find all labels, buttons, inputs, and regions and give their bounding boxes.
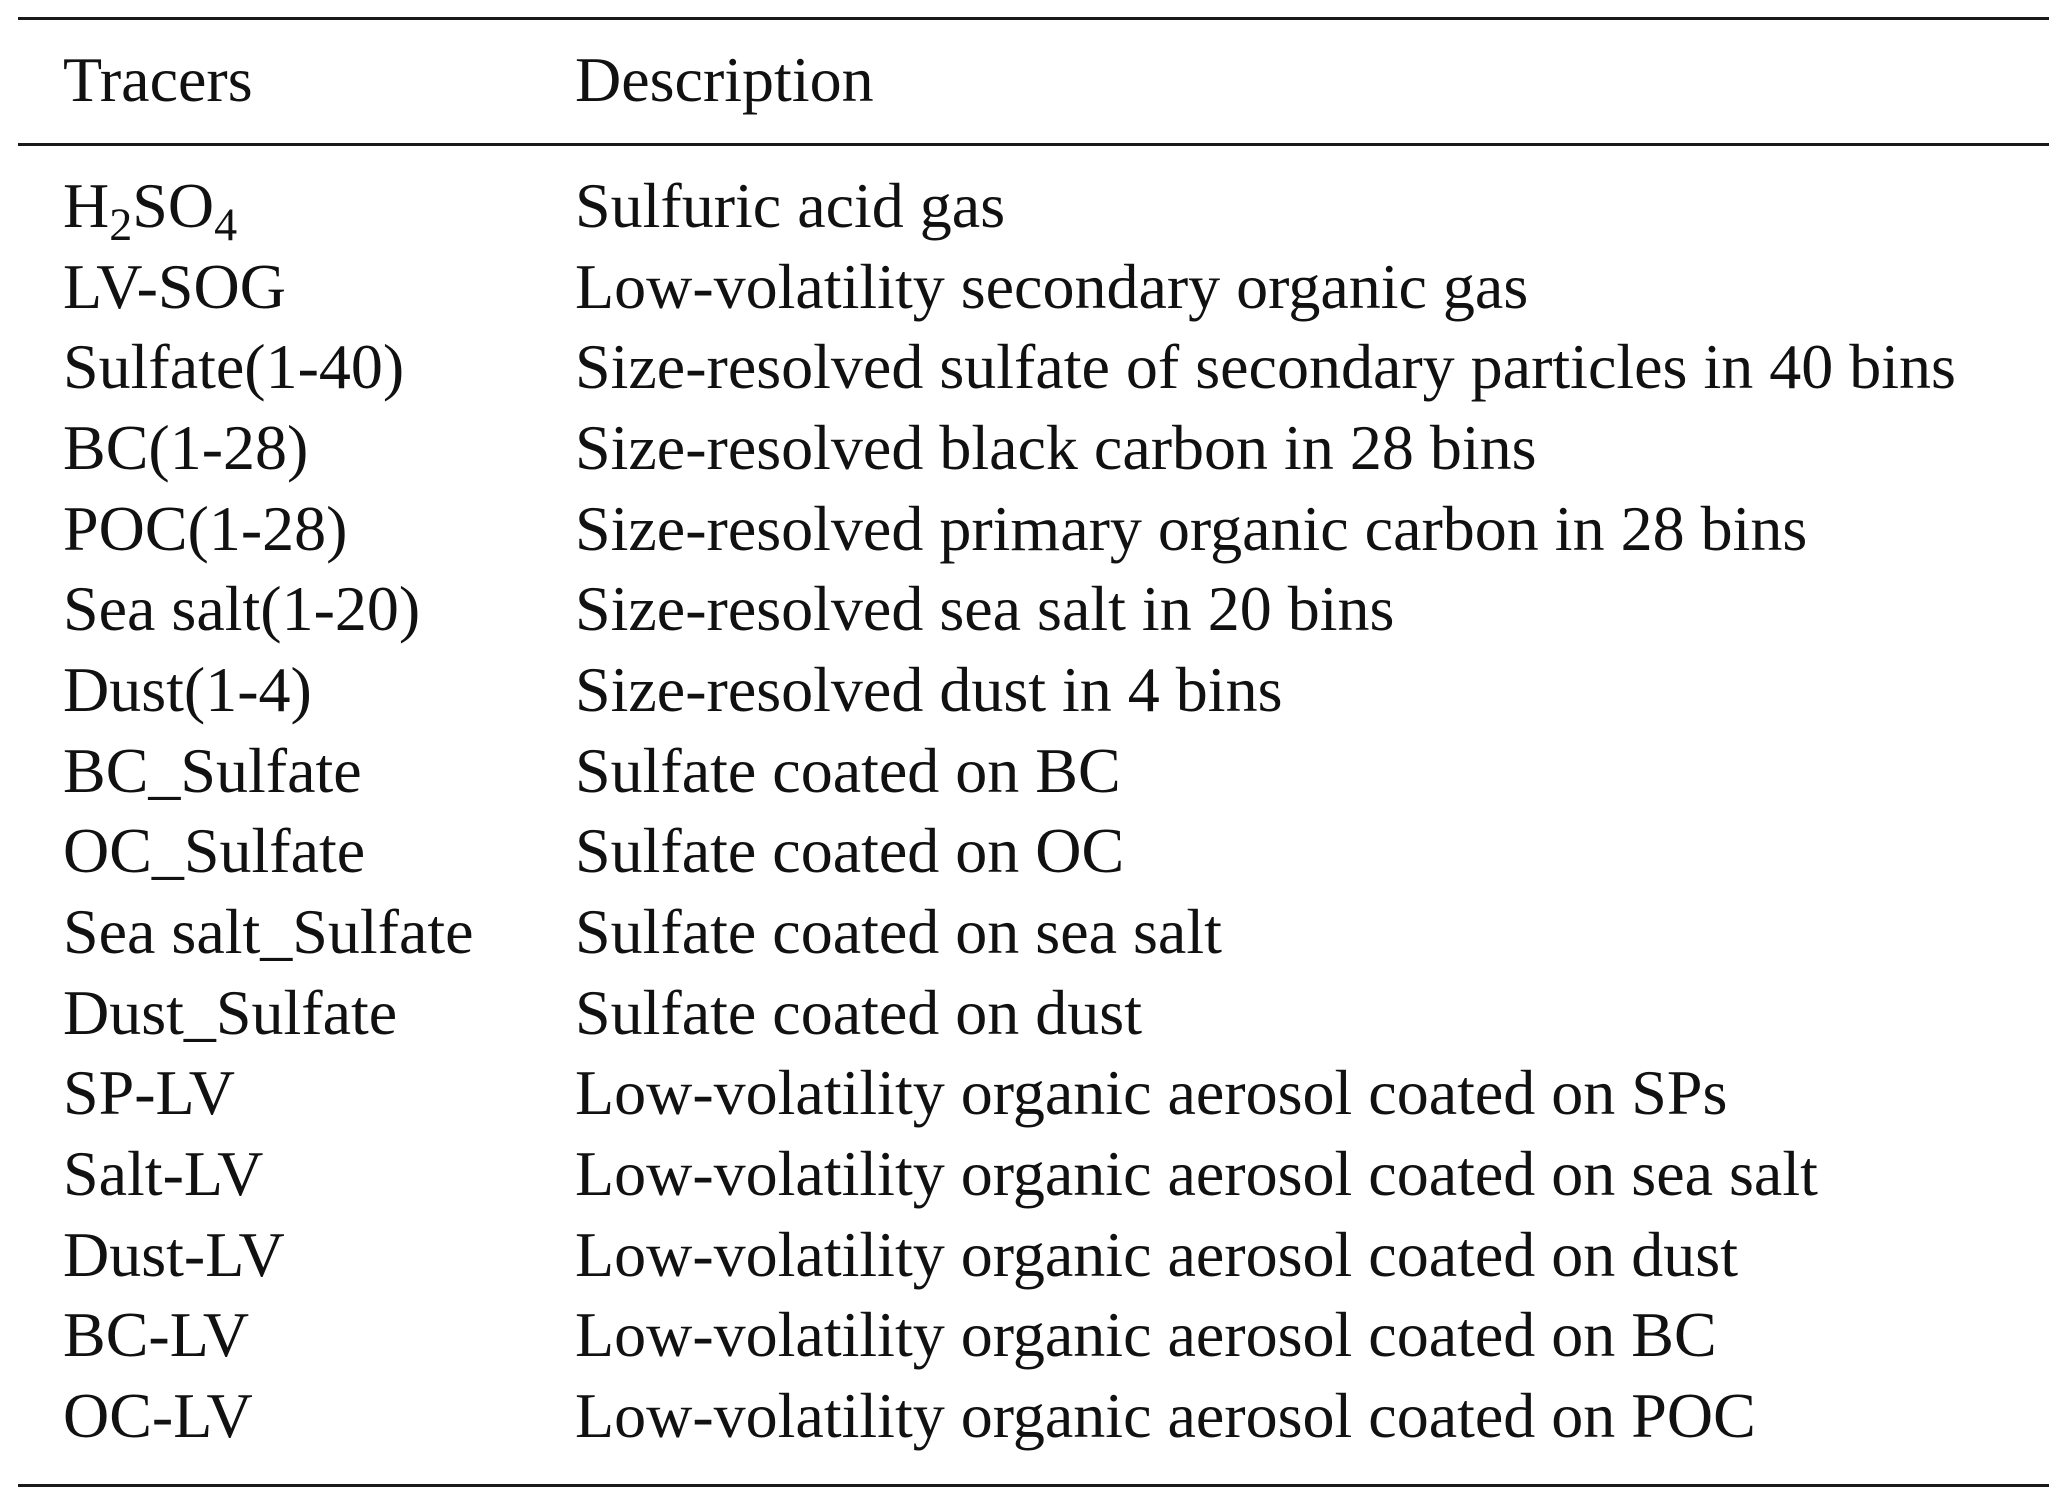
header-rule xyxy=(18,143,2049,146)
description-cell: Size-resolved primary organic carbon in … xyxy=(575,493,1808,564)
column-header-tracers: Tracers xyxy=(63,44,253,115)
description-cell: Low-volatility organic aerosol coated on… xyxy=(575,1057,1728,1128)
tracer-cell: H2SO4 xyxy=(63,170,238,250)
tracer-cell: OC-LV xyxy=(63,1380,253,1451)
tracer-cell: Dust_Sulfate xyxy=(63,977,398,1048)
description-cell: Low-volatility organic aerosol coated on… xyxy=(575,1380,1756,1451)
description-cell: Sulfate coated on dust xyxy=(575,977,1142,1048)
tracer-cell: OC_Sulfate xyxy=(63,815,366,886)
tracer-cell: Dust-LV xyxy=(63,1219,285,1290)
description-cell: Sulfate coated on BC xyxy=(575,735,1121,806)
tracer-cell: LV-SOG xyxy=(63,251,286,322)
tracer-cell: Salt-LV xyxy=(63,1138,264,1209)
tracer-cell: BC(1-28) xyxy=(63,412,309,483)
description-cell: Size-resolved black carbon in 28 bins xyxy=(575,412,1537,483)
description-cell: Size-resolved sea salt in 20 bins xyxy=(575,573,1395,644)
description-cell: Sulfate coated on OC xyxy=(575,815,1125,886)
description-cell: Low-volatility organic aerosol coated on… xyxy=(575,1219,1738,1290)
description-cell: Low-volatility secondary organic gas xyxy=(575,251,1529,322)
tracer-cell: Dust(1-4) xyxy=(63,654,312,725)
tracer-cell: BC-LV xyxy=(63,1299,250,1370)
tracer-cell: POC(1-28) xyxy=(63,493,348,564)
column-header-description: Description xyxy=(575,44,874,115)
description-cell: Sulfuric acid gas xyxy=(575,170,1006,241)
description-cell: Low-volatility organic aerosol coated on… xyxy=(575,1138,1818,1209)
tracer-cell: Sulfate(1-40) xyxy=(63,331,405,402)
description-cell: Low-volatility organic aerosol coated on… xyxy=(575,1299,1717,1370)
top-rule xyxy=(18,17,2049,20)
description-cell: Size-resolved dust in 4 bins xyxy=(575,654,1283,725)
tracer-cell: SP-LV xyxy=(63,1057,235,1128)
tracer-cell: BC_Sulfate xyxy=(63,735,362,806)
tracer-cell: Sea salt(1-20) xyxy=(63,573,421,644)
bottom-rule xyxy=(18,1484,2049,1487)
tracer-cell: Sea salt_Sulfate xyxy=(63,896,474,967)
description-cell: Size-resolved sulfate of secondary parti… xyxy=(575,331,1956,402)
description-cell: Sulfate coated on sea salt xyxy=(575,896,1222,967)
